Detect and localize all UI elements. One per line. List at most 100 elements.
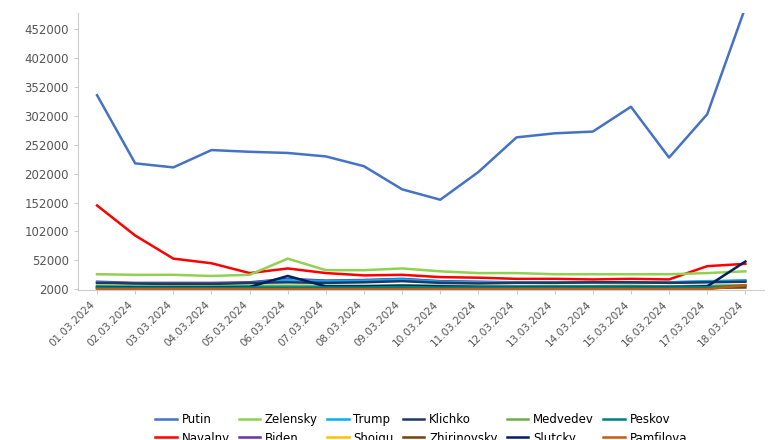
Navalny: [512, 276, 521, 282]
Slutcky: [512, 284, 521, 290]
Zelensky: [360, 268, 369, 273]
Trump: [207, 282, 216, 287]
Shoigu: [283, 286, 292, 292]
Navalny: [92, 203, 101, 208]
Putin: [207, 147, 216, 153]
Shoigu: [130, 286, 140, 292]
Slutcky: [130, 285, 140, 290]
Zelensky: [588, 271, 597, 277]
Putin: [703, 112, 712, 117]
Putin: [92, 92, 101, 98]
Zhirinovsky: [283, 284, 292, 290]
Navalny: [550, 276, 559, 282]
Peskov: [473, 285, 483, 290]
Zelensky: [168, 272, 178, 278]
Navalny: [473, 275, 483, 280]
Klichko: [665, 280, 674, 286]
Peskov: [360, 285, 369, 290]
Medvedev: [245, 283, 254, 289]
Medvedev: [283, 283, 292, 289]
Zhirinovsky: [626, 286, 636, 291]
Biden: [703, 279, 712, 284]
Slutcky: [550, 284, 559, 290]
Trump: [283, 277, 292, 282]
Zhirinovsky: [92, 285, 101, 290]
Shoigu: [703, 286, 712, 291]
Pamfilova: [435, 286, 445, 292]
Trump: [245, 280, 254, 286]
Biden: [626, 280, 636, 285]
Zhirinovsky: [550, 286, 559, 291]
Klichko: [626, 280, 636, 285]
Pamfilova: [665, 286, 674, 292]
Klichko: [92, 280, 101, 286]
Line: Klichko: Klichko: [97, 281, 746, 284]
Trump: [473, 280, 483, 285]
Klichko: [550, 280, 559, 286]
Peskov: [665, 285, 674, 290]
Biden: [245, 280, 254, 285]
Trump: [665, 280, 674, 285]
Medvedev: [130, 284, 140, 289]
Slutcky: [360, 284, 369, 289]
Putin: [435, 197, 445, 202]
Shoigu: [360, 286, 369, 292]
Trump: [550, 280, 559, 285]
Klichko: [130, 281, 140, 286]
Navalny: [626, 276, 636, 282]
Shoigu: [435, 286, 445, 291]
Line: Slutcky: Slutcky: [97, 261, 746, 287]
Shoigu: [398, 286, 407, 291]
Medvedev: [626, 283, 636, 289]
Shoigu: [473, 286, 483, 291]
Peskov: [550, 285, 559, 290]
Putin: [473, 169, 483, 175]
Pamfilova: [512, 286, 521, 292]
Medvedev: [435, 283, 445, 289]
Medvedev: [473, 284, 483, 289]
Peskov: [435, 285, 445, 290]
Klichko: [435, 280, 445, 286]
Zelensky: [473, 271, 483, 276]
Putin: [550, 131, 559, 136]
Pamfilova: [245, 286, 254, 292]
Klichko: [703, 280, 712, 285]
Peskov: [245, 285, 254, 290]
Putin: [665, 155, 674, 160]
Trump: [435, 279, 445, 284]
Peskov: [626, 285, 636, 290]
Klichko: [360, 280, 369, 285]
Shoigu: [665, 286, 674, 291]
Trump: [168, 282, 178, 287]
Putin: [283, 150, 292, 156]
Zhirinovsky: [588, 286, 597, 291]
Navalny: [321, 271, 331, 276]
Biden: [473, 279, 483, 284]
Line: Zhirinovsky: Zhirinovsky: [97, 287, 746, 288]
Navalny: [283, 266, 292, 271]
Medvedev: [207, 284, 216, 289]
Biden: [588, 280, 597, 285]
Medvedev: [321, 283, 331, 289]
Trump: [741, 278, 750, 283]
Zhirinovsky: [703, 285, 712, 290]
Klichko: [398, 279, 407, 284]
Line: Pamfilova: Pamfilova: [97, 285, 746, 289]
Slutcky: [92, 284, 101, 290]
Peskov: [321, 285, 331, 290]
Peskov: [588, 285, 597, 290]
Biden: [435, 279, 445, 284]
Putin: [741, 5, 750, 10]
Medvedev: [360, 283, 369, 289]
Trump: [703, 279, 712, 284]
Putin: [626, 104, 636, 110]
Biden: [360, 277, 369, 282]
Zhirinovsky: [360, 285, 369, 290]
Line: Medvedev: Medvedev: [97, 285, 746, 286]
Zhirinovsky: [473, 286, 483, 291]
Trump: [360, 278, 369, 283]
Slutcky: [703, 284, 712, 289]
Medvedev: [512, 284, 521, 289]
Zhirinovsky: [398, 285, 407, 290]
Biden: [130, 280, 140, 286]
